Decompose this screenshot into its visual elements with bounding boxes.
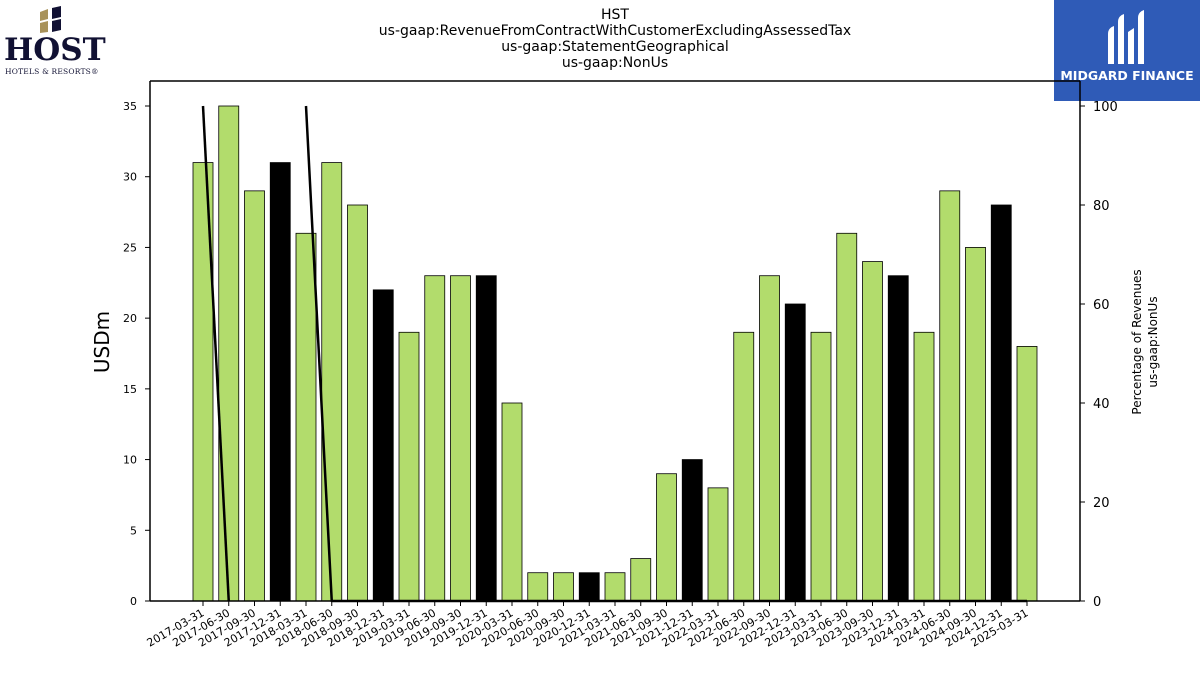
bar-2018-12-31 (372, 289, 394, 602)
midgard-logo-wordmark: MIDGARD FINANCE (1060, 68, 1194, 83)
y-tick-label-10: 10 (123, 454, 137, 467)
y-tick-label-0: 0 (130, 595, 137, 608)
percentage-line-segment-0 (201, 105, 230, 602)
bar-2021-09-30 (656, 473, 677, 602)
midgard-finance-logo: MIDGARD FINANCE (1054, 0, 1200, 101)
y2-tick-label-20: 20 (1093, 496, 1110, 511)
bar-2018-03-31 (295, 232, 317, 602)
y-tick-label-35: 35 (123, 100, 137, 113)
host-hotels-logo: HOST HOTELS & RESORTS® (2, 4, 106, 76)
y2-tick-label-100: 100 (1093, 100, 1118, 115)
bar-2017-09-30 (244, 190, 265, 602)
host-logo-mark-icon (40, 6, 61, 33)
bar-2017-06-30 (218, 105, 240, 602)
bar-2020-12-31 (578, 572, 600, 602)
y-tick-label-20: 20 (123, 312, 137, 325)
y-tick-label-5: 5 (130, 524, 137, 537)
bar-2021-06-30 (630, 558, 652, 602)
y-tick-label-25: 25 (123, 241, 137, 254)
bar-2021-03-31 (604, 572, 626, 602)
axes-layer (145, 80, 1085, 606)
y-tick-label-30: 30 (123, 171, 137, 184)
bar-2018-06-30 (321, 162, 343, 602)
midgard-logo-mark-icon (1108, 10, 1144, 64)
host-logo-tagline: HOTELS & RESORTS® (5, 67, 99, 76)
title-line-member: us-gaap:NonUs (561, 55, 669, 71)
bar-2023-12-31 (887, 275, 909, 602)
title-line-concept: us-gaap:RevenueFromContractWithCustomerE… (378, 23, 852, 39)
y2-tick-label-60: 60 (1093, 298, 1110, 313)
title-line-axis: us-gaap:StatementGeographical (501, 39, 729, 55)
y-axis-label: USDm (90, 311, 114, 373)
bar-2017-12-31 (269, 162, 291, 602)
bar-2023-06-30 (836, 232, 858, 602)
bar-2019-09-30 (450, 275, 471, 602)
bar-2024-12-31 (990, 204, 1012, 602)
bar-2024-09-30 (965, 247, 986, 602)
bar-2024-03-31 (913, 331, 935, 602)
bar-2024-06-30 (939, 190, 961, 602)
bar-2022-12-31 (784, 303, 806, 602)
chart-title: HST us-gaap:RevenueFromContractWithCusto… (300, 7, 930, 71)
bar-2023-03-31 (810, 331, 832, 602)
bar-2019-03-31 (398, 331, 420, 602)
bar-2020-06-30 (527, 572, 549, 602)
y2-tick-label-0: 0 (1093, 595, 1101, 610)
y2-axis-label-line-0: Percentage of Revenues (1130, 269, 1144, 414)
bar-2019-06-30 (424, 275, 446, 602)
bar-2020-03-31 (501, 402, 523, 602)
bar-2020-09-30 (553, 572, 574, 602)
bar-2022-09-30 (759, 275, 780, 602)
bar-2023-09-30 (862, 261, 883, 602)
y-tick-label-15: 15 (123, 383, 137, 396)
y2-tick-label-80: 80 (1093, 199, 1110, 214)
host-logo-wordmark: HOST (4, 32, 106, 68)
bar-2019-12-31 (475, 275, 497, 602)
y2-tick-label-40: 40 (1093, 397, 1110, 412)
bars-layer (192, 105, 1038, 602)
bar-2025-03-31 (1016, 346, 1038, 602)
bar-2022-03-31 (707, 487, 729, 602)
bar-2021-12-31 (681, 459, 703, 602)
bar-2018-09-30 (347, 204, 368, 602)
y2-axis-label-line-1: us-gaap:NonUs (1146, 296, 1160, 387)
bar-2022-06-30 (733, 331, 755, 602)
title-line-ticker: HST (601, 7, 629, 23)
